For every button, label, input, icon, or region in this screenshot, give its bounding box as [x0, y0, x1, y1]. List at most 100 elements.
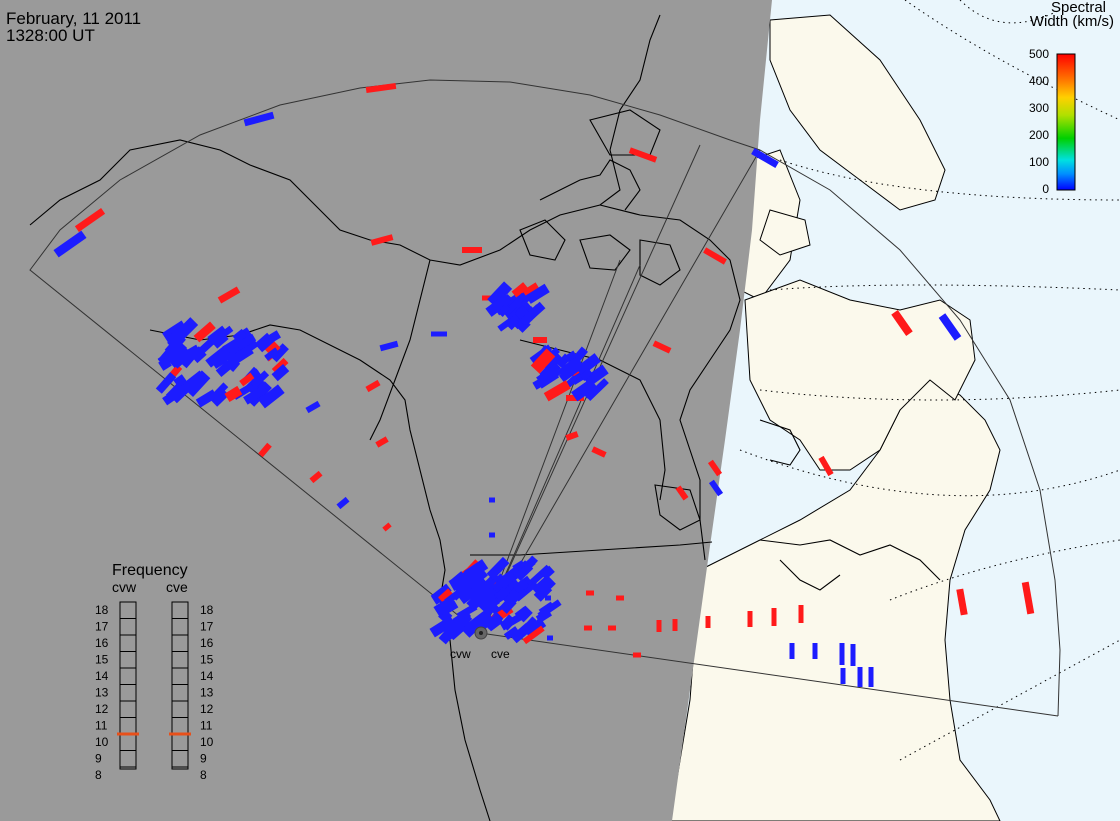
echo-cell-high-width — [375, 436, 389, 448]
echo-cell-high-width — [382, 522, 392, 532]
echo-cell-low-width — [857, 667, 863, 687]
frequency-scale-label: 12 — [200, 702, 214, 716]
echo-cell-high-width — [586, 590, 594, 596]
echo-cell — [533, 583, 553, 602]
echo-cell-low-width — [243, 111, 275, 127]
colorbar-ticks: 500 400 300 200 100 0 — [1029, 47, 1049, 196]
colorbar-gradient — [1056, 53, 1076, 191]
echo-cell — [227, 345, 254, 367]
night-region — [0, 0, 772, 821]
frequency-scale-label: 11 — [200, 719, 213, 733]
day-coastlines — [759, 419, 941, 591]
frequency-scale-label: 18 — [95, 603, 109, 617]
echo-cell-high-width — [628, 147, 658, 163]
echo-cell — [487, 281, 513, 307]
frequency-scale-label: 14 — [95, 669, 109, 683]
echo-cell-high-width — [1021, 581, 1035, 615]
echo-cell — [516, 605, 533, 623]
echo-cell — [173, 374, 188, 388]
frequency-scale-label: 16 — [95, 636, 109, 650]
frequency-scale-label: 15 — [95, 653, 109, 667]
echo-cell — [486, 612, 504, 630]
echo-cell — [462, 619, 482, 638]
echo-cell — [189, 346, 207, 364]
echo-cell — [512, 560, 534, 581]
frequency-scale-label: 13 — [95, 686, 109, 700]
echo-cell-low-width — [53, 230, 87, 258]
time-label: 1328:00 UT — [6, 26, 95, 45]
frequency-scale-label: 17 — [95, 620, 109, 634]
echo-cell — [511, 282, 531, 301]
colorbar-tick-label: 100 — [1029, 155, 1049, 169]
echo-cell — [503, 626, 520, 640]
echo-cell — [433, 597, 456, 617]
echo-cell — [236, 333, 257, 350]
echo-cell — [456, 610, 473, 627]
echo-cell — [525, 283, 550, 304]
echo-cell — [239, 372, 255, 387]
echo-cell — [155, 372, 177, 394]
frequency-radar-east: cve — [166, 579, 188, 595]
echo-cell — [580, 380, 599, 399]
colorbar-tick-label: 400 — [1029, 74, 1049, 88]
echo-cell — [558, 361, 583, 383]
echo-cell — [222, 335, 245, 355]
radar-field-of-view — [29, 79, 1061, 717]
echo-cell — [521, 304, 543, 325]
echo-cell-high-width — [533, 337, 547, 343]
frequency-scale-label: 10 — [200, 735, 214, 749]
frequency-scale-label: 15 — [200, 653, 214, 667]
echo-cell — [535, 608, 553, 624]
echo-cell — [531, 575, 552, 595]
echo-cell-high-width — [891, 310, 913, 336]
echo-cell — [505, 316, 520, 331]
echo-cell — [270, 343, 289, 363]
radar-site-center — [479, 631, 483, 635]
echo-cell — [264, 347, 280, 361]
echo-cell-high-width — [584, 625, 592, 631]
frequency-radar-west: cvw — [112, 579, 137, 595]
echo-cell-low-width — [336, 496, 350, 510]
echo-cell — [579, 368, 593, 382]
echo-cell — [476, 602, 499, 624]
colorbar-title-line1: Spectral — [1050, 0, 1106, 16]
echo-cell-low-width — [751, 147, 779, 169]
date-label: February, 11 2011 — [6, 9, 142, 28]
latitude-grid — [739, 0, 1120, 761]
echo-cell-low-width — [379, 340, 399, 352]
echo-cell-high-width — [703, 247, 727, 265]
echo-cell — [471, 586, 494, 608]
echo-cell-high-width — [652, 340, 672, 354]
radar-label-east: cve — [491, 647, 510, 661]
echo-cell-low-width — [489, 532, 495, 538]
echo-cell — [537, 370, 560, 389]
echo-cell-low-width — [938, 313, 962, 341]
echo-cell-high-width — [309, 470, 323, 484]
colorbar: 500 400 300 200 100 0 — [1029, 47, 1076, 196]
frequency-scale-label: 17 — [200, 620, 214, 634]
echo-layer — [53, 82, 1035, 687]
echo-cell-low-width — [839, 643, 845, 665]
echo-cell — [530, 348, 556, 374]
colorbar-tick-label: 200 — [1029, 128, 1049, 142]
echo-cell — [193, 321, 216, 343]
echo-cell-high-width — [365, 82, 397, 94]
echo-cell — [514, 305, 529, 320]
echo-cell — [566, 346, 589, 371]
echo-cell-high-width — [217, 286, 241, 304]
frequency-scale-label: 18 — [200, 603, 214, 617]
echo-cell-low-width — [305, 400, 321, 414]
frequency-scale-label: 9 — [95, 752, 102, 766]
echo-cell — [250, 370, 270, 389]
echo-cell-low-width — [840, 668, 846, 684]
echo-cell — [447, 619, 465, 637]
echo-cell — [429, 615, 456, 638]
echo-cell — [485, 293, 512, 317]
echo-cell-high-width — [74, 207, 106, 233]
frequency-scale-label: 8 — [200, 768, 207, 782]
frequency-scale-label: 8 — [95, 768, 102, 782]
radar-label-west: cvw — [450, 647, 471, 661]
coastlines — [29, 14, 741, 821]
frequency-title: Frequency — [112, 562, 188, 579]
